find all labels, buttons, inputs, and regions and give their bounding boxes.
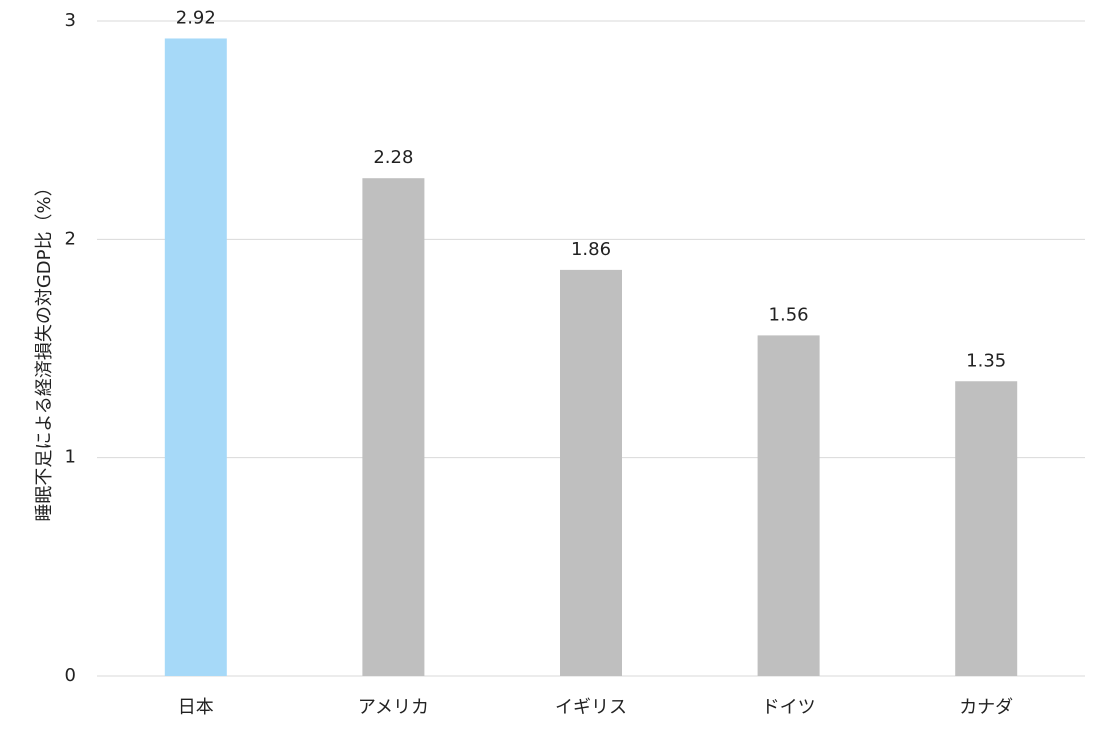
y-axis-label: 睡眠不足による経済損失の対GDP比（%） bbox=[34, 178, 55, 521]
y-tick-label: 1 bbox=[65, 447, 76, 468]
x-tick-label: カナダ bbox=[959, 697, 1013, 718]
x-tick-label: アメリカ bbox=[358, 697, 429, 718]
x-tick-label: 日本 bbox=[178, 697, 214, 718]
x-tick-label: ドイツ bbox=[762, 697, 816, 718]
value-label: 2.92 bbox=[176, 7, 216, 28]
bar bbox=[955, 381, 1018, 676]
y-tick-label: 3 bbox=[65, 10, 76, 31]
value-label: 1.86 bbox=[571, 239, 611, 260]
value-label: 1.56 bbox=[769, 304, 809, 325]
y-tick-label: 2 bbox=[65, 228, 76, 249]
x-tick-label: イギリス bbox=[555, 697, 627, 718]
bar bbox=[164, 38, 227, 676]
bar bbox=[560, 269, 622, 676]
value-label: 1.35 bbox=[966, 350, 1006, 371]
bar bbox=[757, 335, 820, 676]
bar bbox=[362, 178, 425, 676]
value-label: 2.28 bbox=[373, 147, 413, 168]
y-tick-label: 0 bbox=[65, 665, 76, 686]
